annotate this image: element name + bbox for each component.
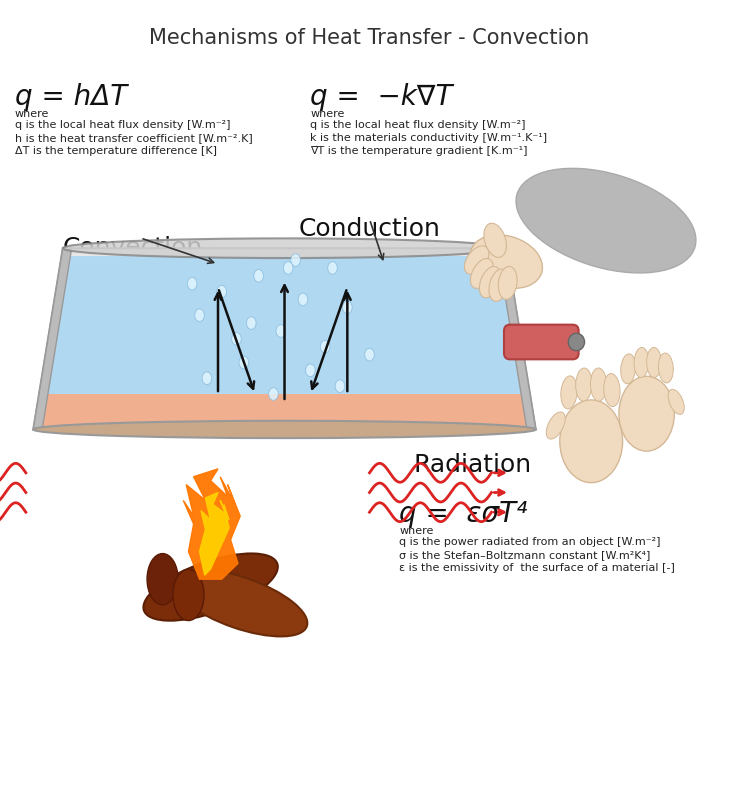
Ellipse shape — [284, 262, 293, 274]
Ellipse shape — [464, 246, 489, 274]
Ellipse shape — [291, 254, 300, 266]
Polygon shape — [33, 248, 72, 429]
Ellipse shape — [306, 364, 315, 377]
Ellipse shape — [471, 258, 493, 288]
Ellipse shape — [489, 269, 508, 301]
Ellipse shape — [328, 262, 337, 274]
Polygon shape — [41, 256, 528, 394]
Text: ε is the emissivity of  the surface of a material [-]: ε is the emissivity of the surface of a … — [399, 563, 675, 574]
Ellipse shape — [634, 348, 649, 377]
Text: where: where — [399, 526, 434, 537]
Text: Radiation: Radiation — [414, 453, 532, 477]
Ellipse shape — [143, 553, 278, 621]
Ellipse shape — [232, 333, 241, 345]
Text: Conduction: Conduction — [299, 217, 440, 240]
Ellipse shape — [247, 317, 256, 329]
Ellipse shape — [546, 412, 565, 439]
Ellipse shape — [590, 368, 607, 401]
Text: q is the local heat flux density [W.m⁻²]: q is the local heat flux density [W.m⁻²] — [15, 120, 231, 130]
FancyBboxPatch shape — [504, 325, 579, 359]
Text: ΔT is the temperature difference [K]: ΔT is the temperature difference [K] — [15, 146, 217, 156]
Ellipse shape — [668, 389, 684, 414]
Ellipse shape — [516, 169, 696, 273]
Ellipse shape — [336, 380, 344, 392]
Text: q is the local heat flux density [W.m⁻²]: q is the local heat flux density [W.m⁻²] — [310, 120, 526, 130]
Text: k is the materials conductivity [W.m⁻¹.K⁻¹]: k is the materials conductivity [W.m⁻¹.K… — [310, 133, 548, 143]
Polygon shape — [183, 469, 240, 579]
Text: ∇T is the temperature gradient [K.m⁻¹]: ∇T is the temperature gradient [K.m⁻¹] — [310, 146, 528, 156]
Text: where: where — [15, 109, 50, 119]
Text: q is the power radiated from an object [W.m⁻²]: q is the power radiated from an object [… — [399, 537, 661, 548]
Ellipse shape — [658, 353, 673, 383]
Text: Mechanisms of Heat Transfer - Convection: Mechanisms of Heat Transfer - Convection — [149, 28, 590, 47]
Ellipse shape — [480, 266, 500, 298]
Ellipse shape — [173, 569, 204, 621]
Ellipse shape — [254, 269, 263, 282]
Ellipse shape — [498, 266, 517, 299]
Ellipse shape — [321, 340, 330, 353]
Text: q =  −k∇T: q = −k∇T — [310, 83, 453, 111]
Text: q = hΔT: q = hΔT — [15, 83, 127, 111]
Ellipse shape — [269, 388, 278, 400]
Ellipse shape — [560, 400, 623, 482]
Ellipse shape — [576, 368, 592, 401]
Ellipse shape — [647, 348, 661, 377]
Ellipse shape — [568, 333, 585, 351]
Ellipse shape — [299, 293, 308, 306]
Ellipse shape — [342, 301, 352, 314]
Ellipse shape — [202, 372, 212, 385]
Ellipse shape — [188, 277, 197, 290]
Polygon shape — [33, 248, 536, 429]
Ellipse shape — [33, 421, 536, 438]
Ellipse shape — [619, 377, 675, 452]
Ellipse shape — [365, 348, 375, 361]
Text: where: where — [310, 109, 345, 119]
Polygon shape — [497, 248, 536, 429]
Ellipse shape — [276, 325, 285, 337]
Text: q =  εσT⁴: q = εσT⁴ — [399, 500, 528, 529]
Ellipse shape — [217, 285, 226, 298]
Text: h is the heat transfer coefficient [W.m⁻².K]: h is the heat transfer coefficient [W.m⁻… — [15, 133, 253, 143]
Text: Convection: Convection — [63, 236, 203, 260]
Ellipse shape — [470, 235, 542, 288]
Ellipse shape — [239, 356, 248, 369]
Ellipse shape — [604, 374, 620, 407]
Ellipse shape — [484, 223, 506, 258]
Ellipse shape — [173, 569, 307, 637]
Text: σ is the Stefan–Boltzmann constant [W.m²K⁴]: σ is the Stefan–Boltzmann constant [W.m²… — [399, 550, 650, 560]
Ellipse shape — [63, 238, 506, 258]
Ellipse shape — [147, 553, 178, 605]
Ellipse shape — [195, 309, 204, 322]
Ellipse shape — [621, 354, 636, 384]
Polygon shape — [200, 492, 229, 575]
Polygon shape — [33, 394, 536, 429]
Ellipse shape — [561, 376, 577, 409]
